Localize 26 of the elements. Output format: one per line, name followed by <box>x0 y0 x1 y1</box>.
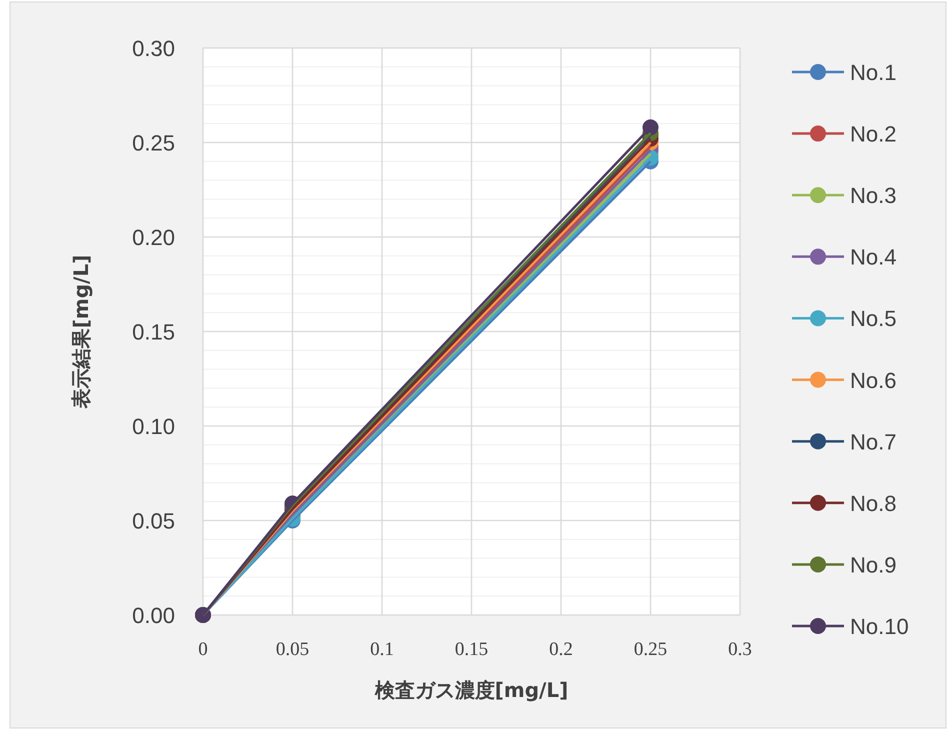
legend-label: No.5 <box>850 306 896 332</box>
y-tick-label: 0.15 <box>132 320 175 344</box>
x-tick-label: 0.15 <box>454 639 488 660</box>
x-tick-label: 0.3 <box>728 639 752 660</box>
y-tick-label: 0.05 <box>132 508 175 534</box>
y-tick-label: 0.25 <box>132 130 175 156</box>
legend-label: No.6 <box>850 368 896 393</box>
x-tick-label: 0.1 <box>370 639 394 660</box>
x-axis-title: 検査ガス濃度[mg/L] <box>374 678 568 702</box>
y-tick-label: 0.30 <box>132 36 175 61</box>
x-tick-label: 0.05 <box>276 639 310 660</box>
legend-label: No.7 <box>850 429 896 454</box>
x-tick-label: 0 <box>198 639 208 660</box>
legend-label: No.9 <box>850 552 896 578</box>
legend-label: No.10 <box>850 614 909 639</box>
x-tick-label: 0.25 <box>634 639 668 660</box>
y-tick-label: 0.00 <box>132 603 175 628</box>
legend-label: No.4 <box>850 244 896 270</box>
y-tick-label: 0.20 <box>132 225 175 250</box>
y-axis-title: 表示結果[mg/L] <box>69 254 93 410</box>
legend-label: No.2 <box>850 122 896 147</box>
x-tick-label: 0.2 <box>549 639 573 660</box>
legend-label: No.8 <box>850 490 896 516</box>
y-tick-label: 0.10 <box>132 414 175 439</box>
legend-label: No.3 <box>850 183 896 208</box>
legend-label: No.1 <box>850 60 896 85</box>
